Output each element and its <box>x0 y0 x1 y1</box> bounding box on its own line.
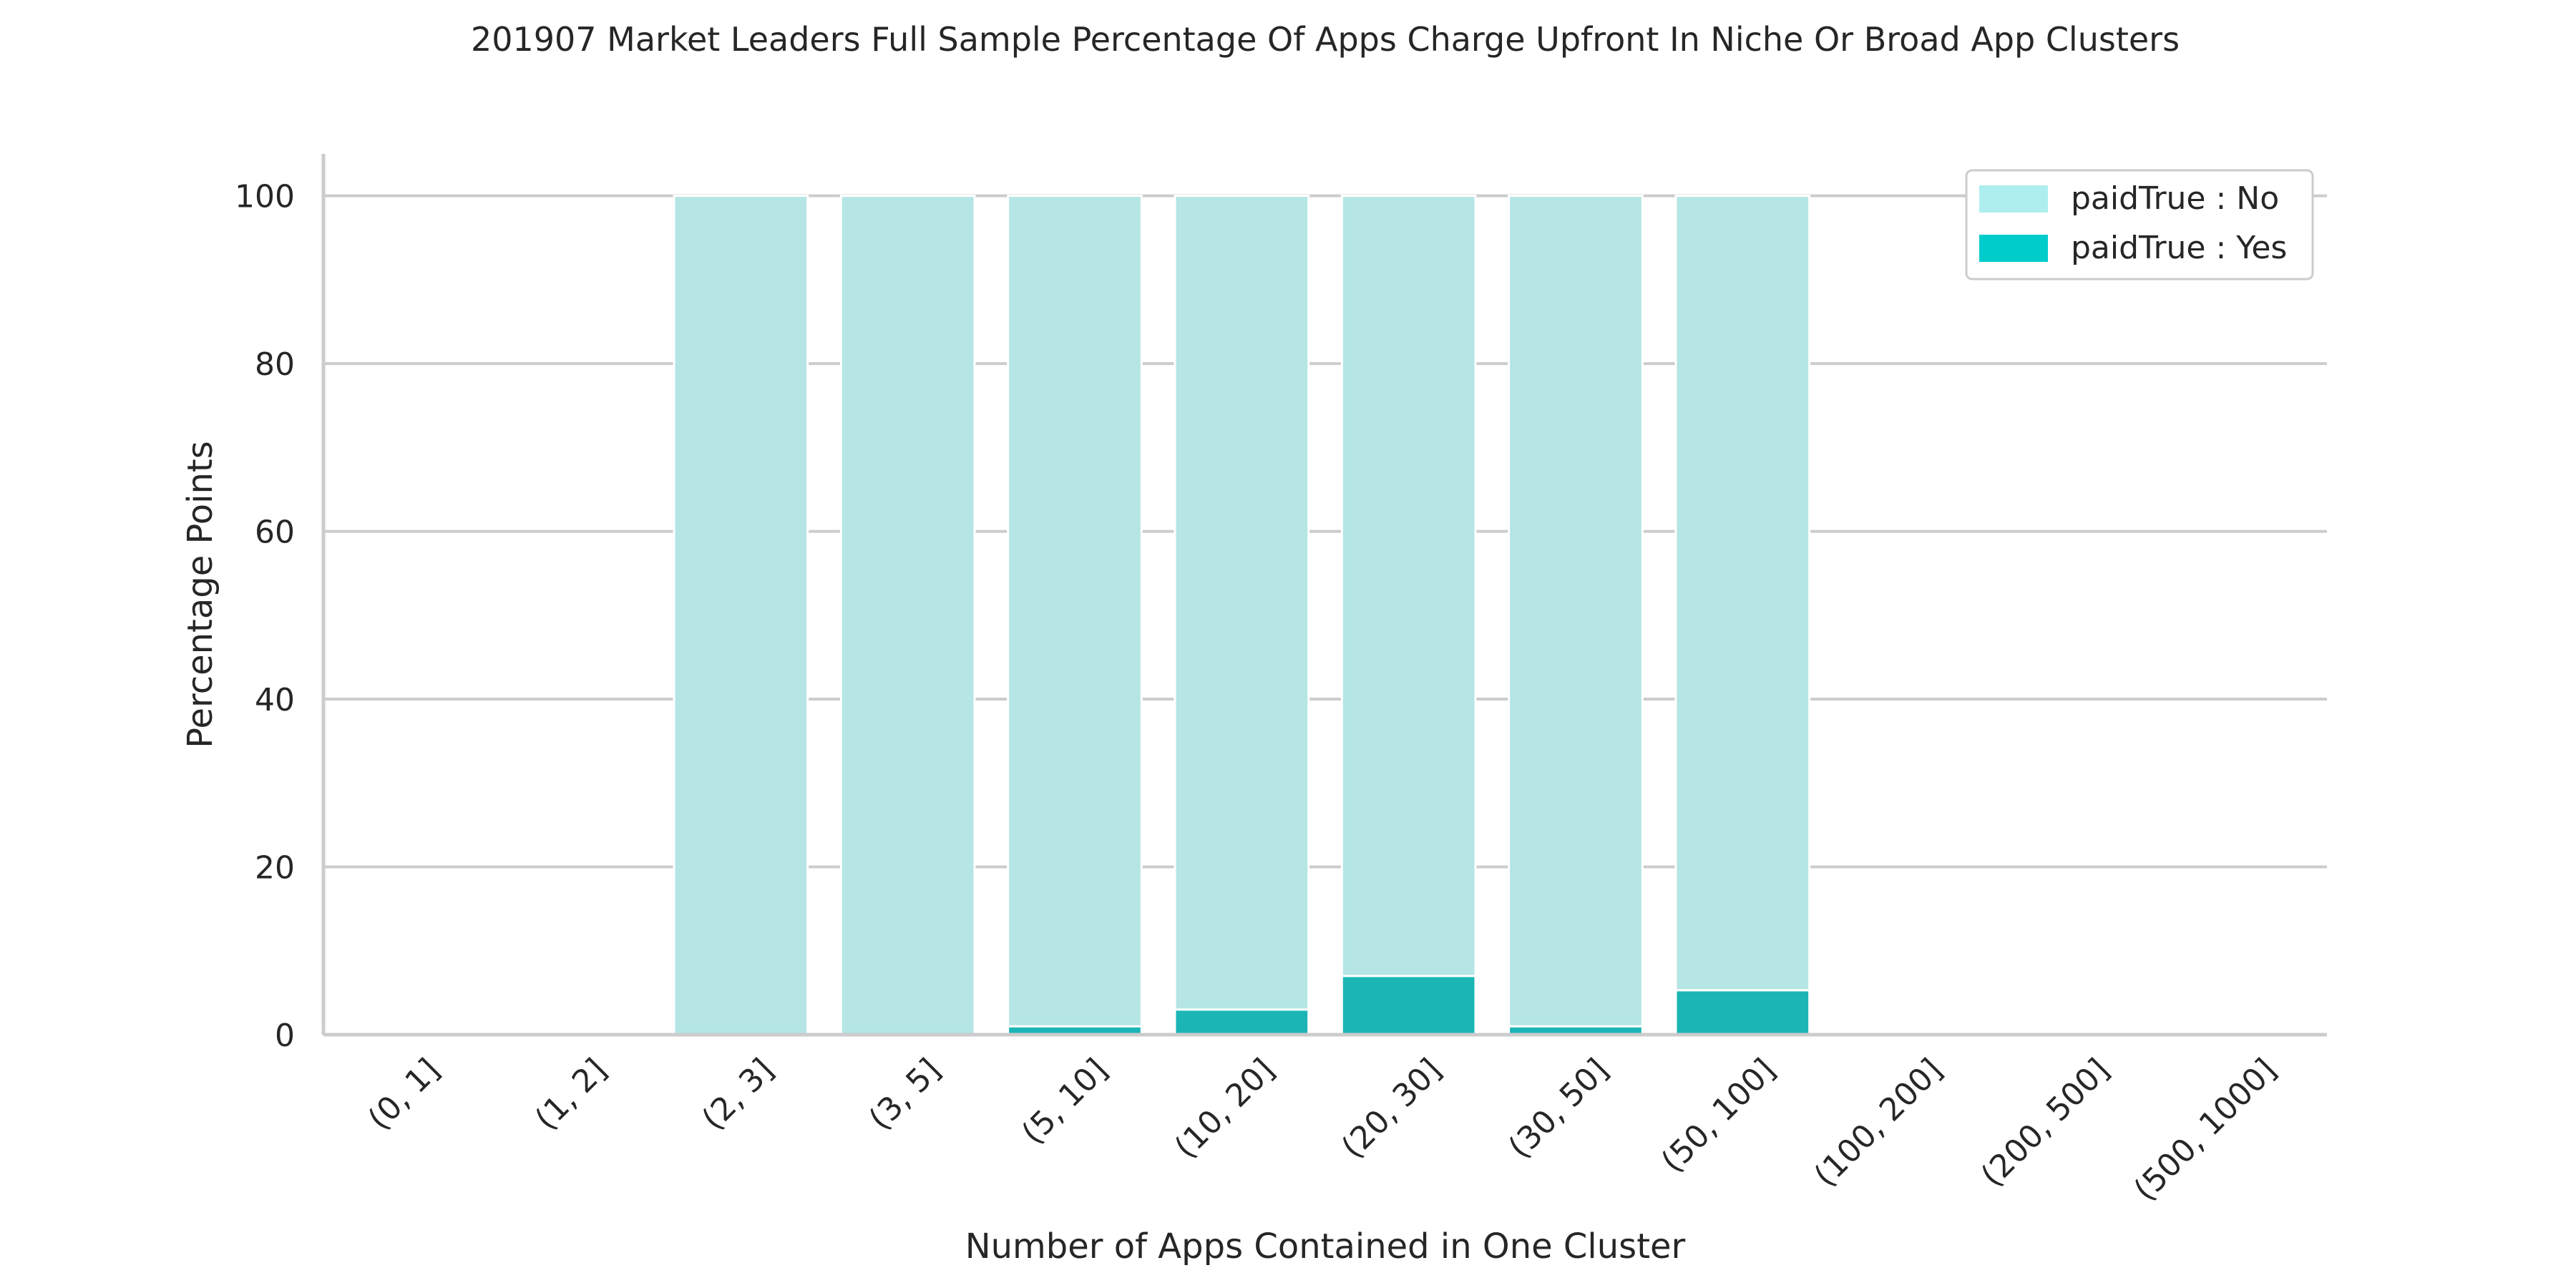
chart-title: 201907 Market Leaders Full Sample Percen… <box>471 20 2180 59</box>
y-tick-label: 80 <box>255 346 295 383</box>
y-tick-label: 100 <box>235 179 295 215</box>
x-tick-label: (500, 1000] <box>2127 1052 2283 1209</box>
y-tick-label: 20 <box>255 850 295 887</box>
bar-segment-yes <box>1674 989 1811 1036</box>
bars <box>673 195 1811 1036</box>
bar-segment-no <box>1174 195 1310 1011</box>
x-tick-label: (200, 500] <box>1974 1052 2117 1194</box>
x-tick-label: (50, 100] <box>1654 1052 1782 1180</box>
x-tick-labels: (0, 1] (1, 2] (2, 3] (3, 5] (5, 10] (10, 20] (… <box>361 1052 2283 1209</box>
legend-swatch-yes <box>1979 235 2048 262</box>
bar-segment-no <box>1674 195 1811 992</box>
x-tick-label: (20, 30] <box>1335 1052 1448 1166</box>
y-axis-label: Percentage Points <box>180 441 220 748</box>
legend-box <box>1965 169 2314 280</box>
x-axis-label: Number of Apps Contained in One Cluster <box>965 1226 1686 1267</box>
legend-label-no: paidTrue : No <box>2071 180 2279 217</box>
legend-swatch-no <box>1979 185 2048 213</box>
x-tick-label: (0, 1] <box>361 1052 447 1138</box>
y-tick-label: 40 <box>255 682 295 718</box>
x-tick-label: (1, 2] <box>528 1052 614 1138</box>
bar-segment-no <box>1508 195 1644 1028</box>
bar-segment-yes <box>1174 1008 1310 1036</box>
y-tick-label: 0 <box>275 1018 295 1054</box>
x-tick-label: (3, 5] <box>862 1052 948 1138</box>
x-tick-label: (2, 3] <box>695 1052 781 1138</box>
bar-segment-no <box>673 195 809 1036</box>
legend-label-yes: paidTrue : Yes <box>2071 230 2287 266</box>
y-tick-labels: 0 20 40 60 80 100 <box>235 179 295 1054</box>
bar-segment-no <box>1007 195 1143 1028</box>
y-tick-label: 60 <box>255 514 295 551</box>
gridlines <box>323 194 2327 869</box>
bar-segment-yes <box>1340 975 1477 1036</box>
x-tick-label: (5, 10] <box>1015 1052 1115 1152</box>
bar-segment-no <box>1340 195 1477 977</box>
legend: paidTrue : No paidTrue : Yes <box>1965 169 2314 280</box>
x-tick-label: (30, 50] <box>1501 1052 1615 1166</box>
bar-segment-no <box>839 195 976 1036</box>
x-tick-label: (10, 20] <box>1168 1052 1282 1166</box>
x-tick-label: (100, 200] <box>1807 1052 1950 1194</box>
axes <box>321 154 2327 1037</box>
